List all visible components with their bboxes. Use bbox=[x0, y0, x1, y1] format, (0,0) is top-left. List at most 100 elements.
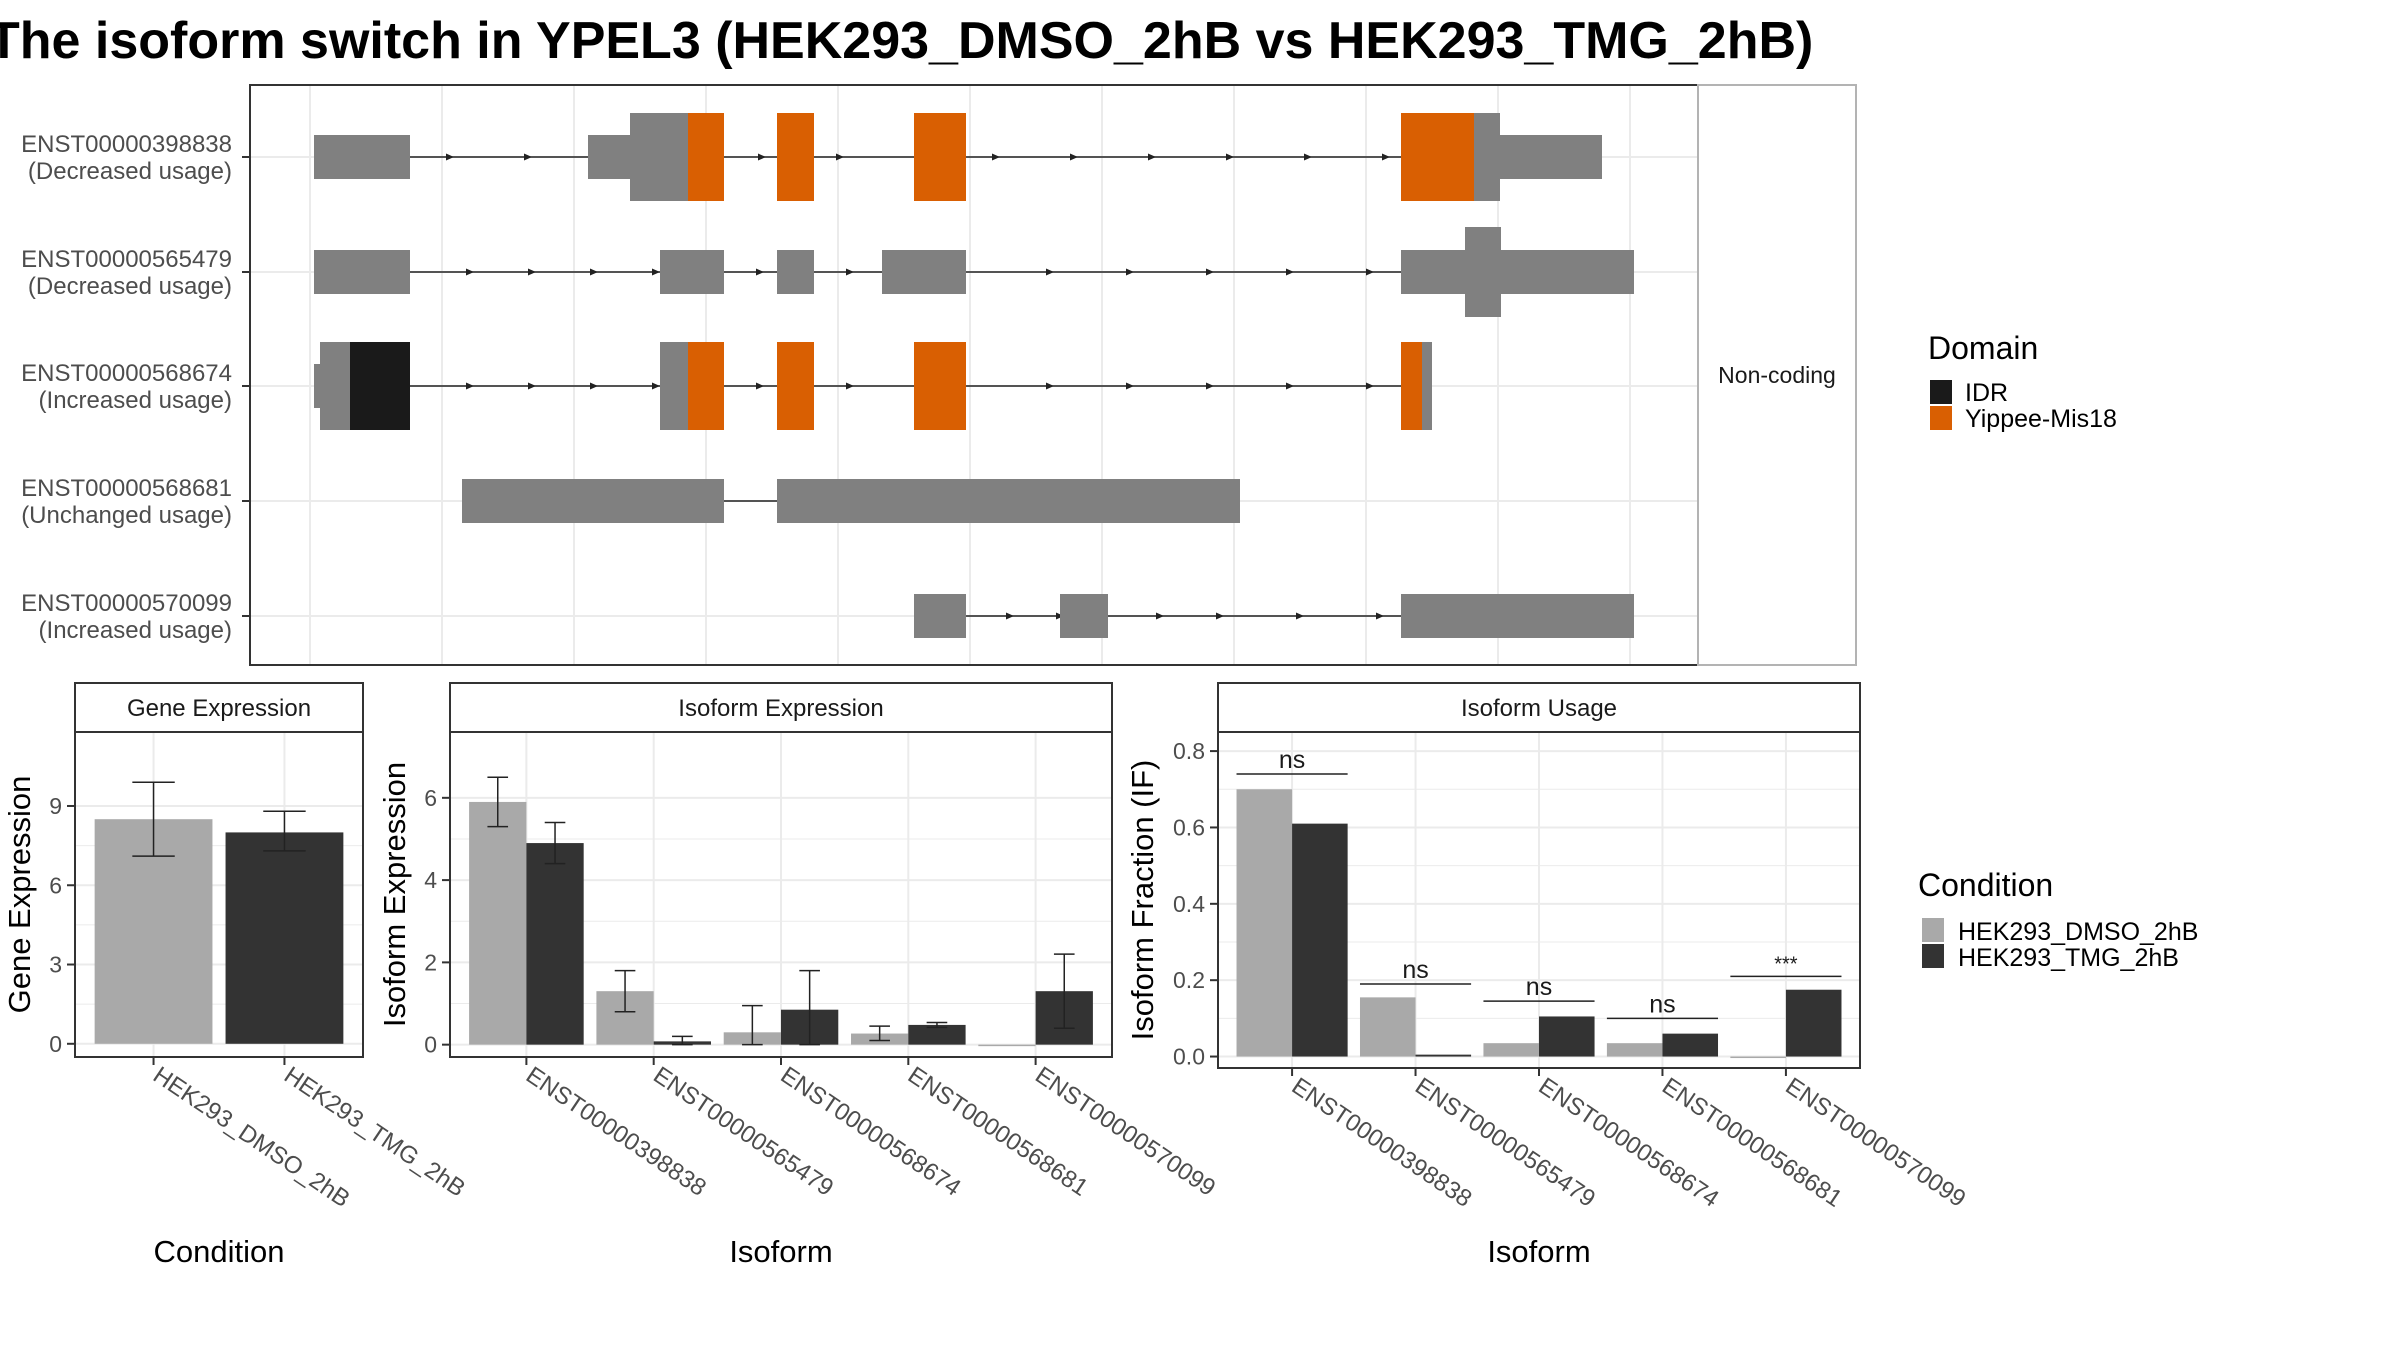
strand-arrow-7 bbox=[992, 153, 1000, 161]
strand-arrow-4 bbox=[756, 268, 764, 276]
bar-HEK293_DMSO_2hB-ENST00000568674 bbox=[1483, 1043, 1539, 1057]
exon-6 bbox=[914, 342, 966, 430]
transcript-label-4: ENST00000568681 bbox=[21, 475, 232, 502]
significance-label-1: ns bbox=[1402, 956, 1428, 984]
exon-0 bbox=[914, 594, 966, 638]
exon-8 bbox=[1422, 342, 1432, 430]
legend-label-yippee: Yippee-Mis18 bbox=[1965, 405, 2117, 433]
strand-arrow-8 bbox=[1206, 268, 1214, 276]
y-tick-label-3: 0.6 bbox=[1173, 814, 1205, 840]
exon-1 bbox=[320, 342, 350, 430]
strand-arrow-3 bbox=[652, 268, 660, 276]
strand-arrow-5 bbox=[1376, 612, 1384, 620]
condition-legend-title: Condition bbox=[1918, 867, 2053, 903]
bar-HEK293_DMSO_2hB-ENST00000570099 bbox=[1730, 1056, 1786, 1059]
strand-arrow-9 bbox=[1286, 382, 1294, 390]
isoform-expression-chart: Isoform Expression0246ENST00000398838ENS… bbox=[377, 682, 1220, 1269]
bar-HEK293_TMG_2hB-ENST00000570099 bbox=[1785, 989, 1842, 1057]
transcript-row-1 bbox=[314, 113, 1602, 201]
strand-arrow-5 bbox=[836, 153, 844, 161]
x-axis-label: Condition bbox=[154, 1234, 285, 1269]
exon-7 bbox=[1401, 342, 1422, 430]
bar-HEK293_TMG_2hB-ENST00000565479 bbox=[1415, 1054, 1472, 1057]
chart-title: Gene Expression bbox=[127, 695, 311, 722]
plot-border bbox=[74, 731, 364, 1058]
transcript-structure-panel: Non-coding ENST00000398838 (Decreased usag… bbox=[21, 84, 1857, 666]
transcript-label-5: ENST00000570099 bbox=[21, 590, 232, 617]
exon-4 bbox=[1401, 250, 1465, 294]
y-tick-label-1: 2 bbox=[424, 949, 437, 975]
exon-0 bbox=[462, 479, 724, 523]
transcript-usage-label-5: (Increased usage) bbox=[39, 617, 232, 644]
facet-strip bbox=[449, 682, 1113, 733]
y-tick-label-4: 0.8 bbox=[1173, 738, 1205, 764]
transcript-label-1: ENST00000398838 bbox=[21, 131, 232, 158]
strand-arrow-0 bbox=[1006, 612, 1014, 620]
y-tick-label-3: 6 bbox=[424, 785, 437, 811]
strand-arrow-11 bbox=[1304, 153, 1312, 161]
strand-arrow-1 bbox=[528, 268, 536, 276]
strand-arrow-5 bbox=[846, 268, 854, 276]
exon-5 bbox=[914, 113, 966, 201]
exon-3 bbox=[660, 342, 688, 430]
exon-2 bbox=[350, 342, 410, 430]
strand-arrow-10 bbox=[1366, 382, 1374, 390]
x-axis-label: Isoform bbox=[729, 1234, 832, 1269]
exon-5 bbox=[1465, 227, 1501, 317]
strand-arrow-7 bbox=[1126, 268, 1134, 276]
y-tick-label-0: 0 bbox=[424, 1032, 437, 1058]
strand-arrow-4 bbox=[1296, 612, 1304, 620]
strand-arrow-8 bbox=[1206, 382, 1214, 390]
strand-arrow-0 bbox=[466, 382, 474, 390]
strand-arrow-8 bbox=[1070, 153, 1078, 161]
significance-label-4: *** bbox=[1774, 953, 1798, 975]
transcript-usage-label-4: (Unchanged usage) bbox=[21, 502, 232, 529]
isoform-usage-chart: Isoform Usagensnsnsns***0.00.20.40.60.8E… bbox=[1125, 682, 1970, 1269]
strand-arrow-4 bbox=[756, 382, 764, 390]
legend-swatch-dmso bbox=[1922, 918, 1944, 942]
significance-label-2: ns bbox=[1526, 973, 1552, 1001]
legend-label-dmso: HEK293_DMSO_2hB bbox=[1958, 918, 2198, 946]
bar-HEK293_TMG_2hB-ENST00000568681 bbox=[908, 1024, 966, 1045]
facet-strip-right bbox=[1697, 84, 1857, 666]
y-tick-label-0: 0.0 bbox=[1173, 1044, 1205, 1070]
exon-0 bbox=[314, 135, 410, 179]
gene-expression-chart: Gene Expression0369HEK293_DMSO_2hBHEK293… bbox=[2, 682, 470, 1269]
strand-arrow-0 bbox=[466, 268, 474, 276]
strand-arrow-6 bbox=[1046, 268, 1054, 276]
bar-HEK293_DMSO_2hB-ENST00000570099 bbox=[978, 1044, 1036, 1047]
bar-HEK293_DMSO_2hB-ENST00000568681 bbox=[1606, 1043, 1663, 1057]
exon-2 bbox=[630, 113, 688, 201]
figure-title: The isoform switch in YPEL3 (HEK293_DMSO… bbox=[0, 12, 1813, 70]
transcript-usage-label-2: (Decreased usage) bbox=[28, 273, 232, 300]
bar-HEK293_TMG_2hB bbox=[225, 832, 344, 1044]
bar-HEK293_TMG_2hB-ENST00000568681 bbox=[1662, 1033, 1719, 1057]
exon-7 bbox=[1474, 113, 1500, 201]
exon-3 bbox=[882, 250, 966, 294]
transcript-label-3: ENST00000568674 bbox=[21, 360, 232, 387]
exon-4 bbox=[688, 342, 724, 430]
exon-1 bbox=[588, 135, 630, 179]
strand-arrow-7 bbox=[1126, 382, 1134, 390]
transcript-label-2: ENST00000565479 bbox=[21, 246, 232, 273]
chart-title: Isoform Expression bbox=[678, 695, 883, 722]
strand-arrow-2 bbox=[590, 382, 598, 390]
condition-legend: Condition HEK293_DMSO_2hB HEK293_TMG_2hB bbox=[1918, 867, 2198, 972]
bar-HEK293_DMSO_2hB-ENST00000398838 bbox=[1236, 789, 1293, 1057]
bar-HEK293_TMG_2hB-ENST00000398838 bbox=[526, 843, 584, 1045]
transcript-row-4 bbox=[462, 479, 1240, 523]
strand-arrow-10 bbox=[1226, 153, 1234, 161]
transcript-usage-label-3: (Increased usage) bbox=[39, 387, 232, 414]
transcript-row-5 bbox=[914, 594, 1634, 638]
legend-swatch-yippee bbox=[1930, 406, 1952, 430]
strand-arrow-3 bbox=[1216, 612, 1224, 620]
exon-1 bbox=[777, 479, 1240, 523]
exon-0 bbox=[314, 250, 410, 294]
y-axis-label: Isoform Fraction (IF) bbox=[1125, 760, 1160, 1041]
bar-HEK293_TMG_2hB-ENST00000398838 bbox=[1292, 823, 1348, 1057]
strip-label-noncoding: Non-coding bbox=[1718, 362, 1836, 388]
facet-strip bbox=[74, 682, 364, 733]
strand-arrow-12 bbox=[1382, 153, 1390, 161]
exon-0 bbox=[314, 364, 320, 408]
exon-3 bbox=[688, 113, 724, 201]
